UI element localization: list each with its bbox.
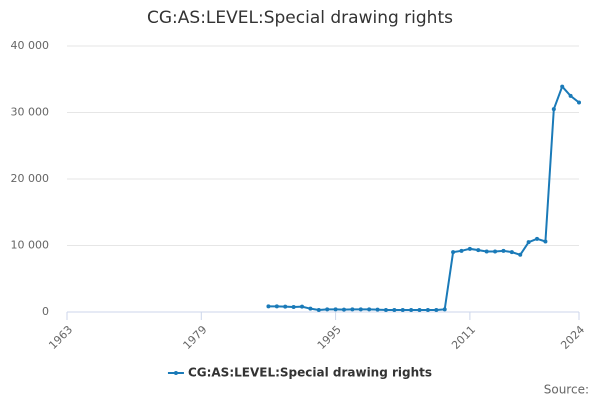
legend-label: CG:AS:LEVEL:Special drawing rights <box>188 366 432 380</box>
data-point <box>325 307 330 312</box>
data-point <box>283 304 288 309</box>
legend-marker <box>173 371 178 375</box>
data-point <box>459 248 464 253</box>
data-point <box>501 248 506 253</box>
data-point <box>375 307 380 312</box>
data-point <box>333 307 338 312</box>
data-point <box>451 250 456 255</box>
data-point <box>266 304 271 309</box>
y-tick-label: 0 <box>42 305 49 318</box>
data-point <box>300 304 305 309</box>
data-point <box>434 308 439 313</box>
y-tick-label: 10 000 <box>11 239 50 252</box>
data-point <box>509 250 514 255</box>
data-point <box>291 305 296 310</box>
y-tick-label: 40 000 <box>11 39 50 52</box>
y-tick-label: 20 000 <box>11 172 50 185</box>
data-point <box>341 307 346 312</box>
data-point <box>358 307 363 312</box>
data-point <box>518 252 523 257</box>
data-point <box>409 308 414 313</box>
chart-title: CG:AS:LEVEL:Special drawing rights <box>147 8 453 28</box>
data-point <box>476 248 481 253</box>
data-point <box>568 93 573 98</box>
data-point <box>560 84 565 89</box>
data-point <box>535 236 540 241</box>
data-point <box>316 308 321 313</box>
data-point <box>308 306 313 311</box>
data-point <box>442 307 447 312</box>
data-point <box>543 239 548 244</box>
data-point <box>577 100 581 105</box>
data-point <box>467 246 472 251</box>
data-point <box>493 249 498 254</box>
data-point <box>417 308 422 313</box>
x-tick-label: 2024 <box>558 323 587 352</box>
data-point <box>551 107 556 112</box>
x-tick-label: 1979 <box>181 323 210 352</box>
data-point <box>425 308 430 313</box>
y-tick-label: 30 000 <box>11 106 50 119</box>
x-tick-label: 1963 <box>46 323 75 352</box>
data-point <box>400 308 405 313</box>
data-point <box>526 240 531 245</box>
source: Source: <box>544 383 589 397</box>
x-tick-label: 1995 <box>315 323 344 352</box>
data-point <box>274 304 279 309</box>
data-point <box>383 308 388 313</box>
data-point <box>350 307 355 312</box>
data-point <box>367 307 372 312</box>
x-tick-label: 2011 <box>449 323 478 352</box>
series-line <box>268 84 580 312</box>
data-point <box>484 249 489 254</box>
data-point <box>392 308 397 313</box>
